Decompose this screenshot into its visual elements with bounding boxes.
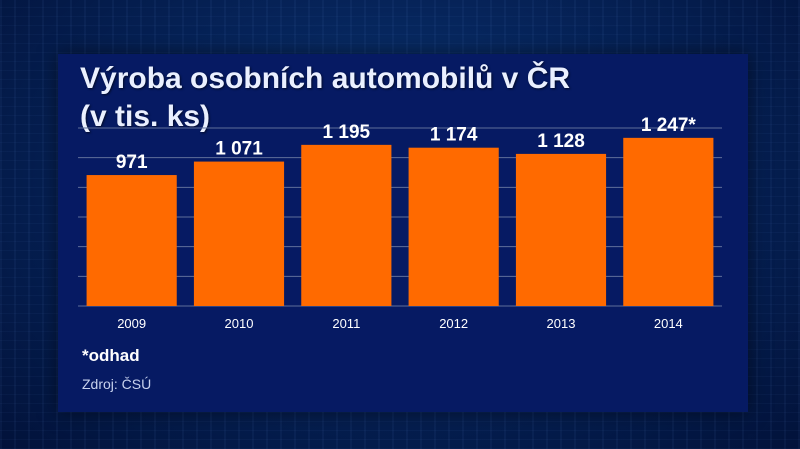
x-tick-label-2010: 2010 — [225, 316, 254, 331]
chart-title-line: Výroba osobních automobilů v ČR — [80, 62, 571, 95]
x-tick-label-2013: 2013 — [547, 316, 576, 331]
value-label-2009: 971 — [116, 152, 148, 173]
value-label-2010: 1 071 — [215, 139, 263, 160]
x-tick-label-2012: 2012 — [439, 316, 468, 331]
x-tick-label-2009: 2009 — [117, 316, 146, 331]
x-tick-label-2014: 2014 — [654, 316, 683, 331]
bar-2011 — [301, 144, 392, 306]
bar-2012 — [408, 147, 499, 306]
footnote: *odhad — [82, 346, 140, 365]
value-label-2013: 1 128 — [537, 131, 585, 152]
x-tick-label-2011: 2011 — [332, 316, 360, 331]
bar-2010 — [193, 161, 285, 306]
value-label-2014: 1 247* — [641, 115, 697, 136]
bar-2009 — [86, 175, 177, 306]
bar-2013 — [515, 153, 607, 306]
bar-2014 — [623, 137, 714, 306]
value-label-2012: 1 174 — [430, 125, 478, 146]
source-note: Zdroj: ČSÚ — [82, 376, 152, 392]
value-label-2011: 1 195 — [323, 122, 371, 143]
